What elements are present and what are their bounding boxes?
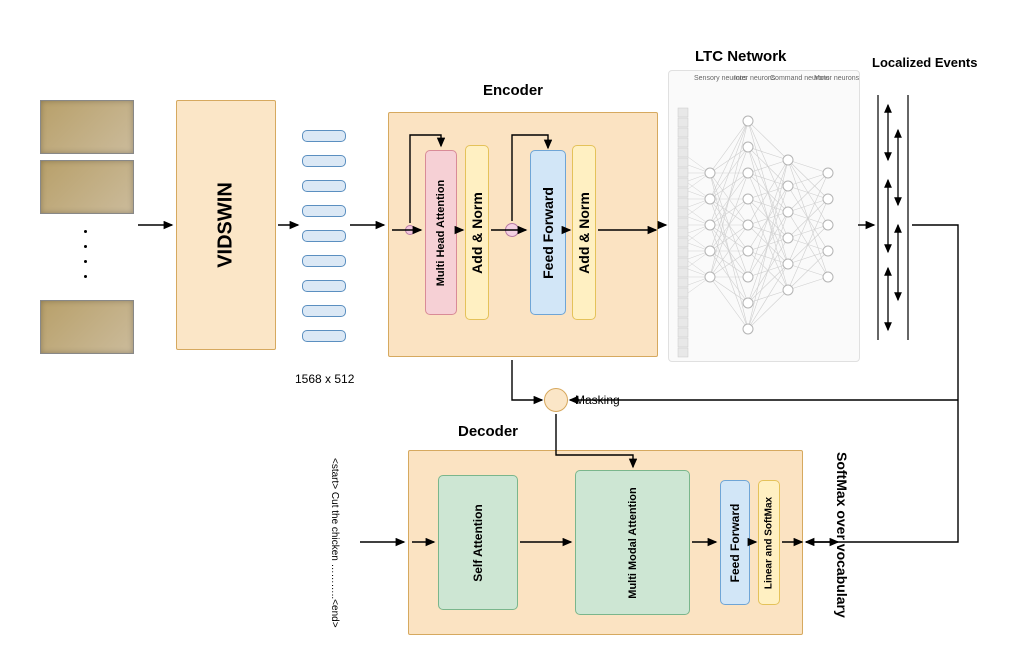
decoder-title: Decoder: [458, 423, 518, 440]
decoder-sa-label: Self Attention: [471, 504, 485, 582]
decoder-lin-label: Linear and SoftMax: [764, 496, 775, 588]
encoder-addnorm1-label: Add & Norm: [469, 192, 485, 274]
decoder-linear-softmax: Linear and SoftMax: [758, 480, 780, 605]
token-pill: [302, 130, 346, 142]
decoder-feedforward: Feed Forward: [720, 480, 750, 605]
ellipsis-dot: [84, 260, 87, 263]
encoder-ff-label: Feed Forward: [540, 187, 556, 279]
ltc-panel: [668, 70, 860, 362]
encoder-residual-dot-1: [405, 225, 415, 235]
ltc-header-command: Command neurons: [770, 75, 810, 82]
token-pill: [302, 330, 346, 342]
ellipsis-dot: [84, 275, 87, 278]
masking-node: [544, 388, 568, 412]
token-pill: [302, 180, 346, 192]
video-frame-2: [40, 160, 134, 214]
encoder-addnorm-1: Add & Norm: [465, 145, 489, 320]
encoder-addnorm2-label: Add & Norm: [576, 192, 592, 274]
ltc-header-inter: Inter neurons: [734, 75, 766, 82]
masking-label: Masking: [575, 393, 620, 407]
decoder-self-attention: Self Attention: [438, 475, 518, 610]
arrow-encoder-down-to-masking: [512, 360, 542, 400]
localized-events-title: Localized Events: [872, 55, 977, 70]
token-pill: [302, 280, 346, 292]
encoder-addnorm-2: Add & Norm: [572, 145, 596, 320]
softmax-vocab-label: SoftMax over vocabulary: [834, 452, 850, 618]
ellipsis-dot: [84, 230, 87, 233]
ellipsis-dot: [84, 245, 87, 248]
token-pill: [302, 305, 346, 317]
encoder-feedforward: Feed Forward: [530, 150, 566, 315]
start-text-label: <start> Cut the chicken ………..<end>: [329, 458, 340, 628]
vidswin-block: VIDSWIN: [176, 100, 276, 350]
token-pill: [302, 155, 346, 167]
ltc-header-motor: Motor neurons: [814, 75, 846, 82]
decoder-ff-label: Feed Forward: [728, 503, 742, 582]
encoder-mha-label: Multi Head Attention: [435, 179, 447, 286]
ltc-header-sensory: Sensory neurons: [694, 75, 730, 82]
decoder-mma-label: Multi Modal Attention: [627, 487, 639, 598]
token-pill: [302, 230, 346, 242]
encoder-residual-dot-2: [505, 223, 519, 237]
token-pill: [302, 255, 346, 267]
token-pill: [302, 205, 346, 217]
video-frame-3: [40, 300, 134, 354]
tokens-dim-label: 1568 x 512: [295, 372, 354, 386]
encoder-mha: Multi Head Attention: [425, 150, 457, 315]
vidswin-label: VIDSWIN: [215, 182, 238, 268]
encoder-title: Encoder: [483, 82, 543, 99]
ltc-title: LTC Network: [695, 48, 786, 65]
decoder-multimodal-attention: Multi Modal Attention: [575, 470, 690, 615]
video-frame-1: [40, 100, 134, 154]
